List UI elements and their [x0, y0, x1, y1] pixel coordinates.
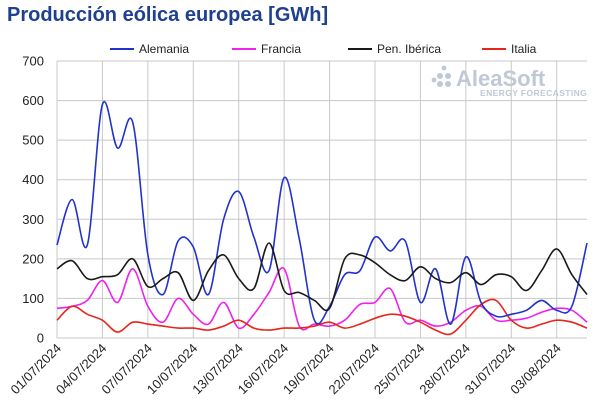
y-tick-label: 500 — [22, 133, 44, 148]
y-tick-label: 300 — [22, 212, 44, 227]
legend-label-italia: Italia — [511, 42, 537, 56]
legend: Alemania Francia Pen. Ibérica Italia — [110, 42, 537, 56]
y-tick-label: 200 — [22, 251, 44, 266]
watermark-logo: AleaSoft ENERGY FORECASTING — [431, 65, 587, 98]
series-line-francia — [56, 267, 588, 331]
x-axis: 01/07/202404/07/202407/07/202410/07/2024… — [7, 341, 563, 398]
series-line-alemania — [56, 100, 588, 325]
y-axis: 0 100 200 300 400 500 600 700 — [22, 54, 44, 346]
y-tick-label: 100 — [22, 291, 44, 306]
grid — [56, 60, 587, 339]
series-line-pen-iberica — [56, 242, 588, 312]
series-line-italia — [56, 298, 588, 336]
legend-label-alemania: Alemania — [139, 42, 189, 56]
y-tick-label: 0 — [37, 331, 44, 346]
chart-title: Producción eólica europea [GWh] — [7, 4, 329, 26]
y-tick-label: 400 — [22, 172, 44, 187]
logo-icon — [431, 65, 451, 87]
logo-tagline: ENERGY FORECASTING — [480, 88, 587, 98]
y-tick-label: 700 — [22, 54, 44, 69]
series-lines — [56, 100, 588, 336]
legend-label-pen-iberica: Pen. Ibérica — [377, 42, 441, 56]
y-tick-label: 600 — [22, 93, 44, 108]
logo-name: AleaSoft — [456, 66, 546, 91]
legend-label-francia: Francia — [261, 42, 301, 56]
